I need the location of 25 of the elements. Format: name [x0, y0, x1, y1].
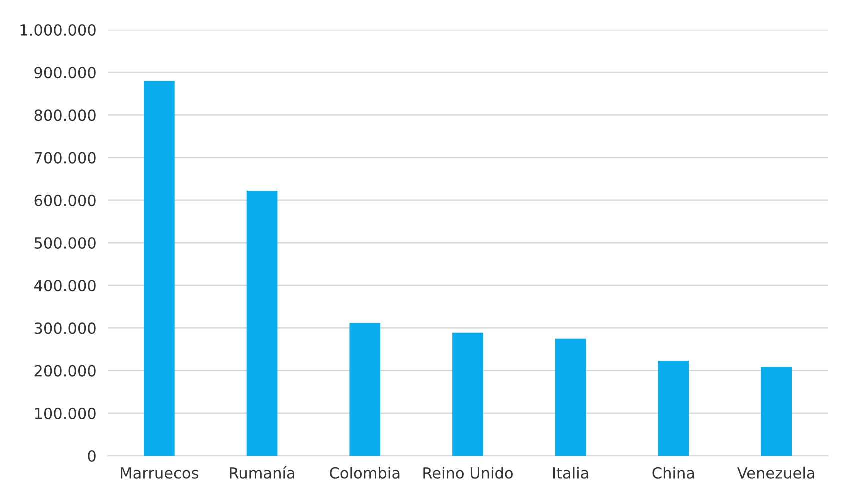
x-tick-label: Reino Unido: [424, 467, 513, 479]
x-tick-label: China: [652, 467, 694, 479]
bar: [658, 361, 690, 456]
y-tick-label: 200.000: [34, 365, 96, 377]
y-tick-label: 700.000: [34, 152, 96, 164]
x-tick-label: Colombia: [330, 467, 400, 479]
x-tick-label: Marruecos: [121, 468, 198, 479]
bar: [761, 366, 792, 456]
y-tick-label: 1.000.000: [20, 24, 96, 36]
bar: [246, 191, 278, 456]
y-tick-label: 500.000: [34, 237, 96, 250]
bar: [555, 338, 586, 456]
y-tick-label: 800.000: [34, 110, 96, 122]
bar: [452, 332, 484, 456]
x-tick-label: Italia: [554, 467, 588, 479]
bar: [350, 323, 381, 456]
y-tick-label: 0: [88, 450, 96, 462]
y-tick-label: 900.000: [34, 67, 96, 79]
y-tick-label: 600.000: [34, 194, 96, 206]
bar: [144, 81, 175, 456]
y-tick-label: 100.000: [35, 408, 96, 420]
y-tick-label: 300.000: [34, 322, 96, 334]
y-tick-label: 400.000: [34, 280, 96, 292]
x-tick-label: Rumanía: [230, 466, 294, 479]
x-tick-label: Venezuela: [737, 467, 814, 479]
